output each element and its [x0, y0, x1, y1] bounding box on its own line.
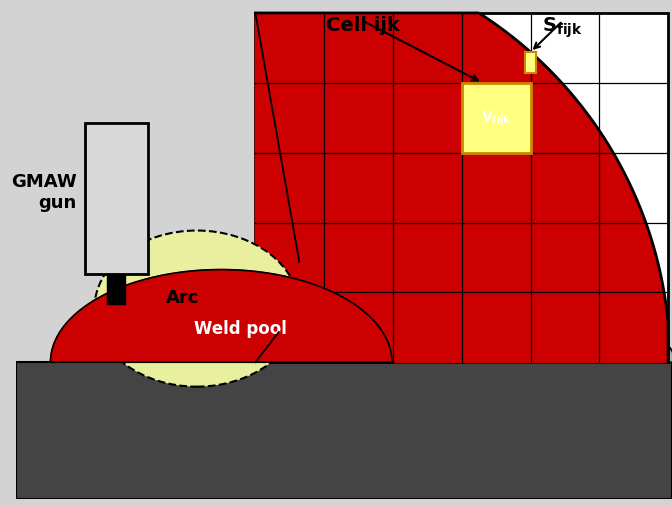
Bar: [107, 275, 124, 304]
Text: Cell ijk: Cell ijk: [326, 16, 400, 35]
Text: $\mathbf{V_{fijk}}$: $\mathbf{V_{fijk}}$: [481, 110, 511, 128]
Text: Weld pool: Weld pool: [194, 320, 287, 337]
Bar: [16, 363, 672, 499]
Bar: [525, 53, 536, 74]
Bar: [255, 14, 668, 363]
Polygon shape: [50, 270, 392, 363]
Ellipse shape: [94, 231, 299, 387]
Text: $\mathbf{S_{fijk}}$: $\mathbf{S_{fijk}}$: [542, 16, 583, 40]
Text: Arc: Arc: [165, 288, 199, 306]
Text: GMAW
gun: GMAW gun: [11, 173, 77, 211]
Polygon shape: [177, 289, 672, 363]
Bar: [462, 84, 530, 154]
Polygon shape: [255, 14, 668, 363]
Bar: [85, 124, 148, 275]
